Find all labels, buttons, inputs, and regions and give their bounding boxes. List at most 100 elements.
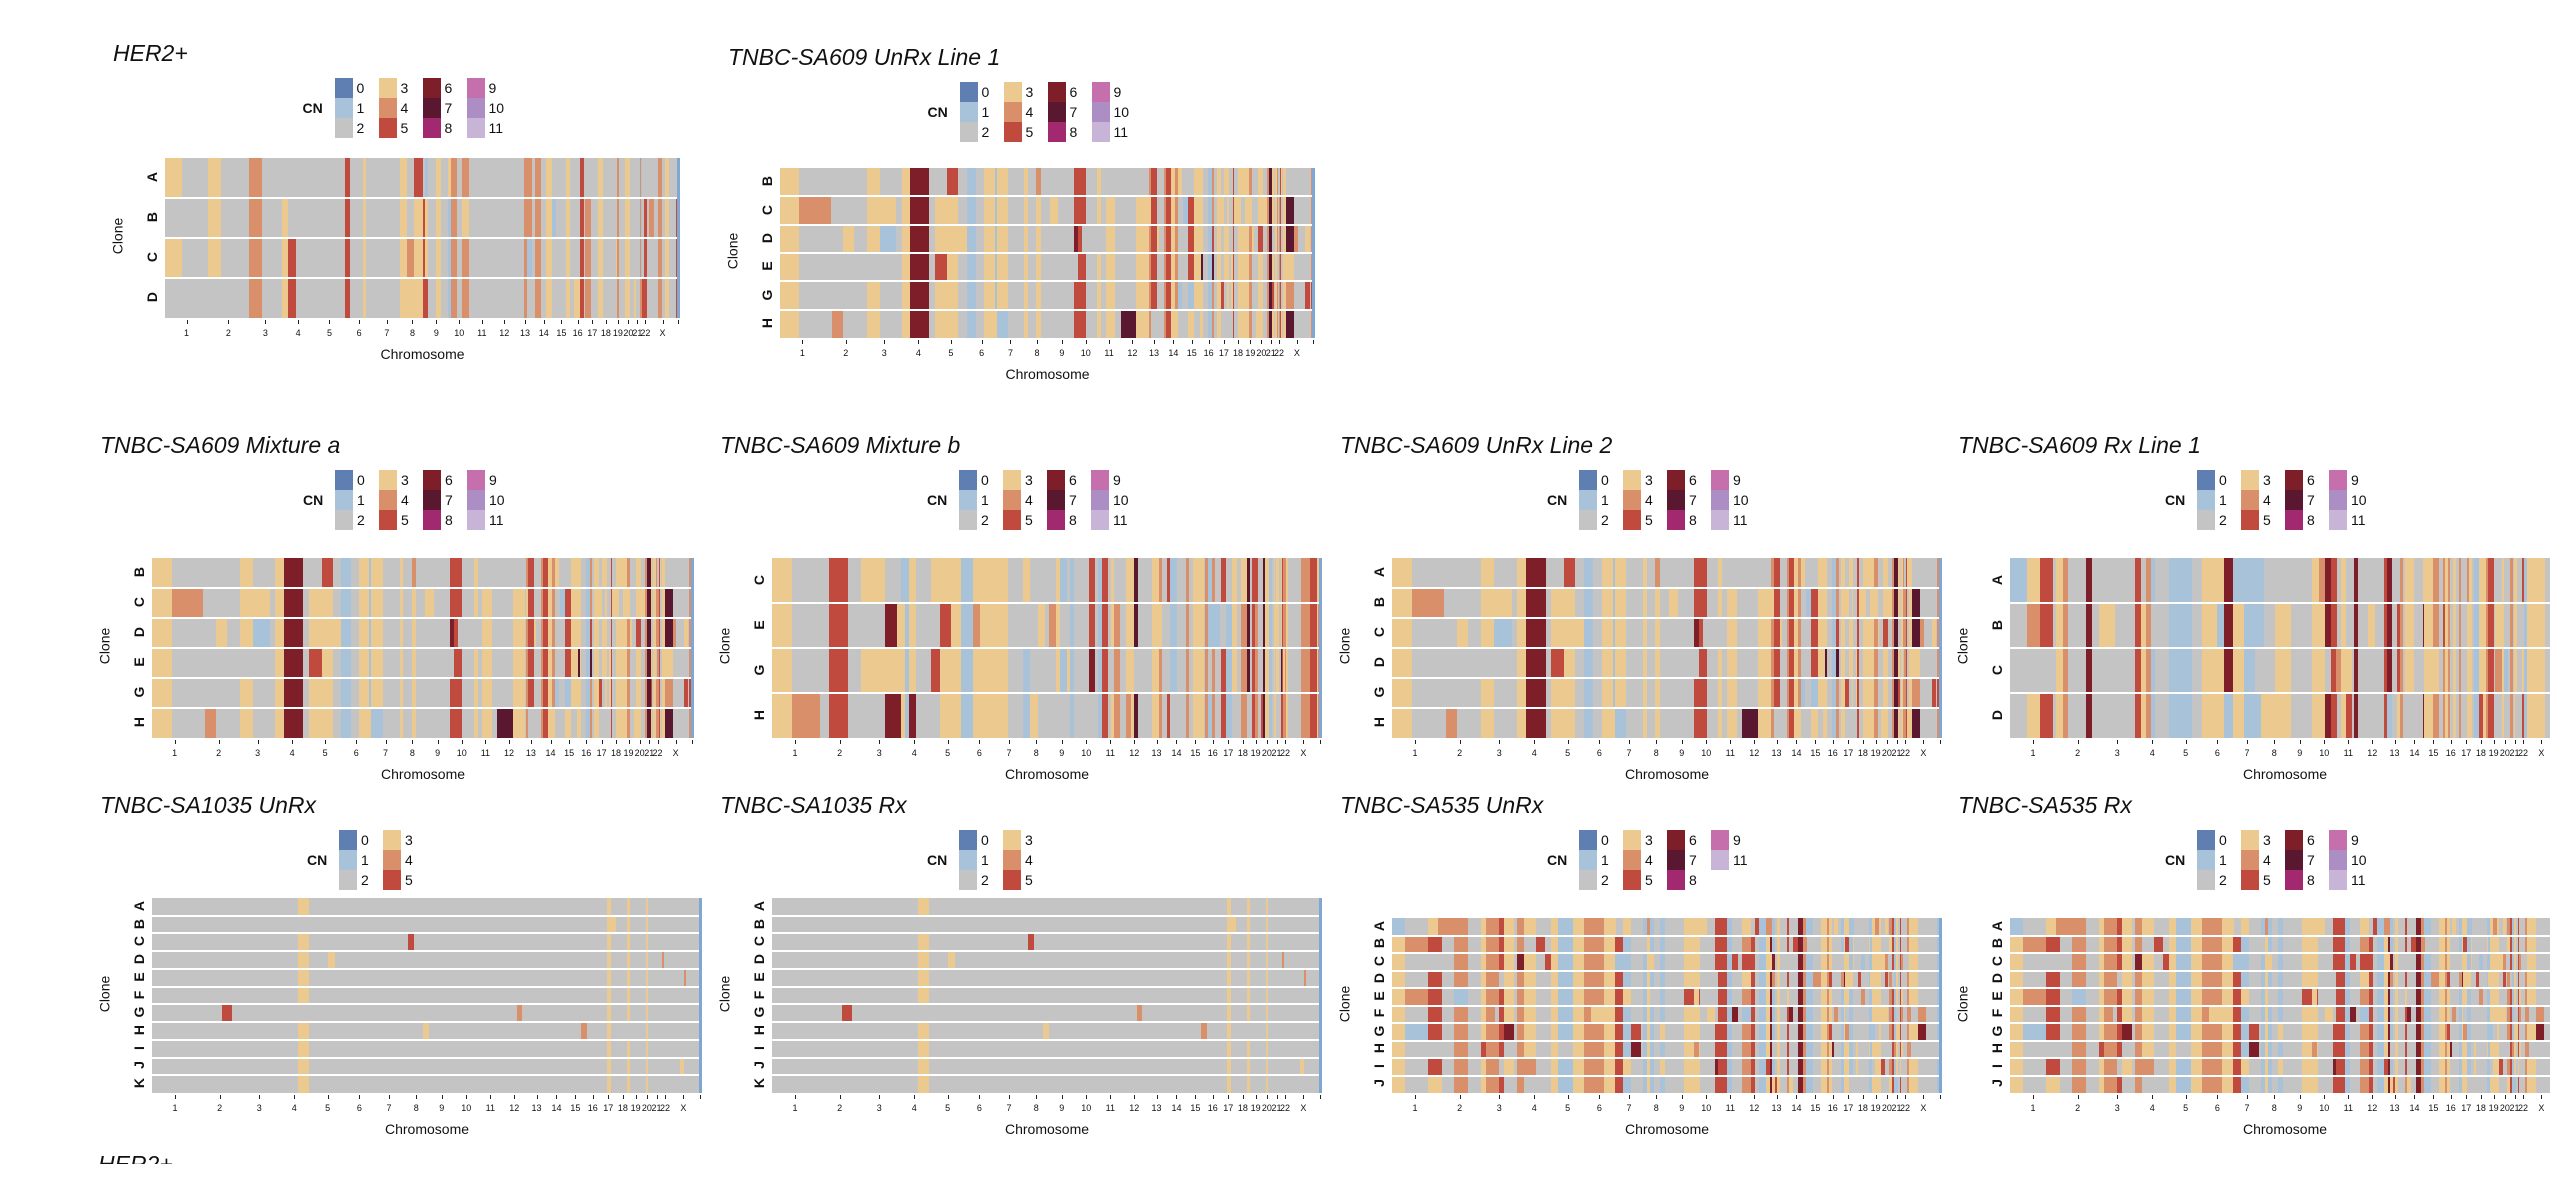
cn-segment [2241, 1058, 2249, 1076]
legend-label: 0 [361, 830, 369, 850]
cn-segment [658, 278, 663, 318]
cn-segment [566, 238, 571, 278]
chromosome-tick [2523, 740, 2524, 744]
cn-segment [627, 678, 630, 708]
cn-segment [1825, 678, 1827, 708]
cn-segment [2209, 1041, 2222, 1059]
cn-segment [2497, 1041, 2499, 1059]
heatmap-panel: TNBC-SA609 Mixture b CN 0 1 2 3 4 5 6 7 8 9 10 11 C E G H… [712, 432, 1332, 798]
cn-segment [1517, 1076, 1524, 1094]
cn-segment [284, 618, 303, 648]
legend-label: 11 [1113, 510, 1128, 530]
chromosome-tick-label: 8 [1654, 1103, 1659, 1113]
chromosome-tick [1940, 740, 1941, 744]
cn-segment [566, 198, 571, 238]
cn-segment [1392, 1023, 1405, 1041]
chromosome-tick [1134, 1095, 1135, 1099]
chromosome-tick-label: 12 [2367, 1103, 2377, 1113]
legend-swatch [2241, 490, 2259, 510]
heatmap-panel: TNBC-SA1035 UnRx CN 0 1 2 3 4 5 A B C D E F G H I J K Clone… [92, 792, 712, 1153]
cn-segment [918, 1075, 929, 1093]
cn-segment [2241, 918, 2249, 936]
cn-segment [861, 898, 885, 916]
cn-segment [2023, 936, 2046, 954]
cn-segment [2241, 1076, 2249, 1094]
cn-segment [1201, 225, 1203, 253]
cn-segment [341, 648, 350, 678]
legend-swatch [1048, 82, 1066, 102]
cn-segment [658, 198, 663, 238]
clone-label: J [1371, 1074, 1387, 1092]
legend-label: 10 [1114, 102, 1130, 122]
cn-segment [967, 196, 976, 224]
cn-segment [1258, 225, 1263, 253]
cn-segment [1036, 253, 1040, 281]
cn-segment [2459, 693, 2461, 738]
cn-segment [940, 603, 951, 648]
legend-cn-label: CN [927, 852, 947, 868]
legend-label: 8 [1069, 510, 1077, 530]
cn-segment [298, 916, 309, 934]
cn-segment [1524, 1058, 1536, 1076]
clone-label: I [131, 1039, 147, 1057]
cn-segment [1024, 225, 1028, 253]
cn-segment [344, 1040, 358, 1058]
cn-segment [616, 916, 620, 934]
cn-segment [2202, 558, 2217, 603]
cn-segment [2312, 1076, 2317, 1094]
chromosome-tick [265, 320, 266, 324]
legend-label: 4 [1025, 490, 1033, 510]
cn-segment [1852, 648, 1854, 678]
cn-segment [1266, 916, 1268, 934]
cn-segment [2407, 1076, 2411, 1094]
cn-segment [552, 648, 555, 678]
cn-segment [1771, 708, 1774, 738]
cn-segment [1089, 648, 1095, 693]
cn-segment [1853, 918, 1855, 936]
cn-segment [2122, 971, 2132, 989]
chromosome-tick [2078, 740, 2079, 744]
cn-segment [1179, 933, 1184, 951]
cn-segment [1615, 971, 1623, 989]
cn-segment [1558, 988, 1572, 1006]
legend-label: 2 [1601, 870, 1609, 890]
cn-segment [1428, 1076, 1442, 1094]
cn-segment [414, 898, 423, 916]
chromosome-tick [1209, 340, 1210, 344]
legend-swatch [2285, 850, 2303, 870]
cn-segment [1558, 936, 1572, 954]
cn-segment [611, 708, 613, 738]
chromosome-tick-label: 9 [2297, 1103, 2302, 1113]
cn-segment [1909, 918, 1918, 936]
cn-segment [1694, 1041, 1699, 1059]
cn-segment [935, 253, 947, 281]
chromosome-tick [462, 740, 463, 744]
cn-segment [607, 1040, 612, 1058]
chromosome-tick [1303, 740, 1304, 744]
chromosome-tick-label: 17 [1223, 748, 1233, 758]
cn-segment [780, 168, 799, 196]
chromosome-tick-label: 8 [410, 328, 415, 338]
cn-segment [2405, 603, 2414, 648]
clone-label: D [1371, 969, 1387, 987]
cn-segment [437, 951, 440, 969]
clone-label: C [759, 201, 775, 219]
cn-segment [2278, 1041, 2283, 1059]
cn-segment [309, 708, 322, 738]
cn-segment [2176, 1023, 2190, 1041]
cn-heatmap [1392, 558, 1942, 738]
cn-segment [2151, 648, 2155, 693]
legend-swatch [1711, 510, 1729, 530]
legend-label: 2 [357, 510, 365, 530]
chromosome-tick-label: 11 [486, 1103, 495, 1113]
cn-heatmap [2010, 558, 2550, 738]
legend-label: 4 [1645, 490, 1653, 510]
cn-segment [2113, 971, 2117, 989]
cn-segment [513, 708, 526, 738]
cn-segment [2241, 1023, 2249, 1041]
cn-segment [2010, 1076, 2023, 1094]
clone-label: G [751, 661, 767, 679]
cn-segment [1172, 933, 1177, 951]
cn-segment [1392, 708, 1412, 738]
cn-segment [2331, 693, 2336, 738]
